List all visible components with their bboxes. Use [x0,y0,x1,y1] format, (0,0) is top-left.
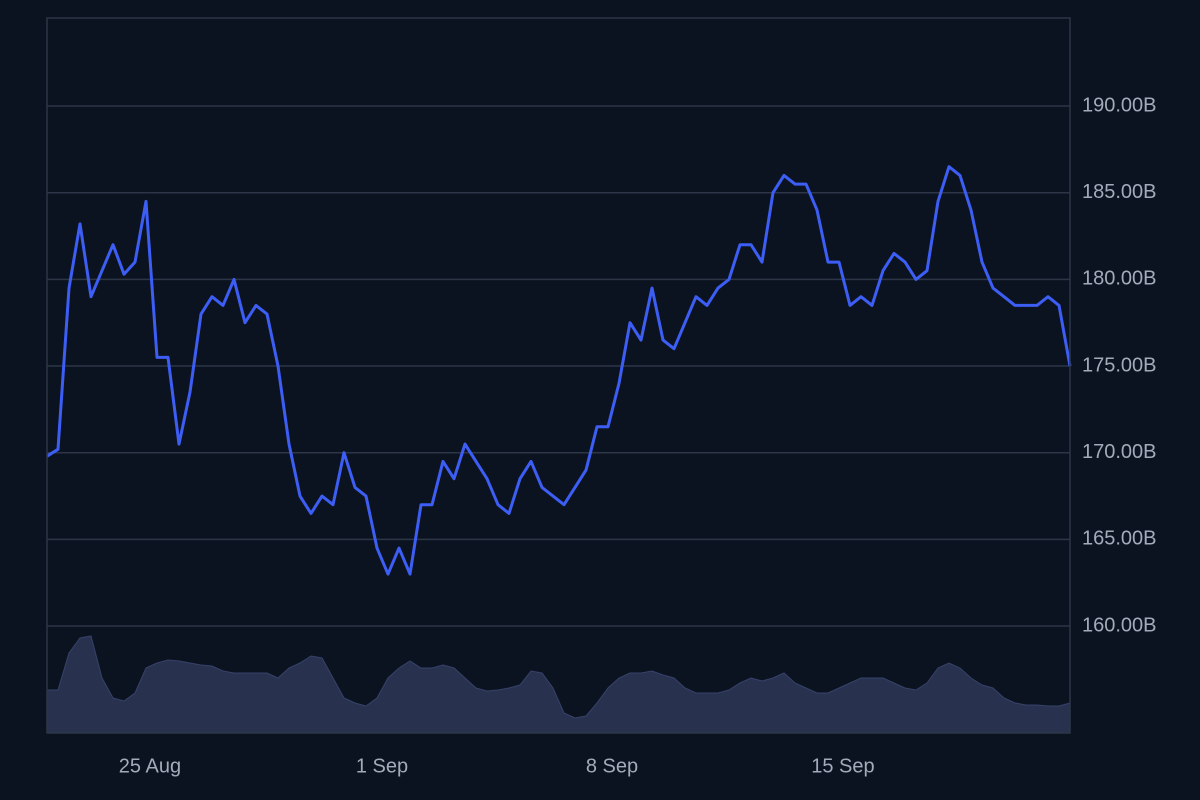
x-tick-label: 15 Sep [811,755,874,777]
y-tick-label: 180.00B [1082,268,1157,290]
plot-frame [46,17,1071,734]
volume-area [46,635,1071,734]
y-tick-label: 165.00B [1082,528,1157,550]
x-tick-label: 1 Sep [356,755,408,777]
y-tick-label: 190.00B [1082,94,1157,116]
x-tick-label: 8 Sep [586,755,638,777]
price-line [46,165,1072,576]
x-tick-label: 25 Aug [119,755,181,777]
y-tick-label: 160.00B [1082,614,1157,636]
y-tick-label: 185.00B [1082,181,1157,203]
y-tick-label: 175.00B [1082,354,1157,376]
y-tick-label: 170.00B [1082,441,1157,463]
